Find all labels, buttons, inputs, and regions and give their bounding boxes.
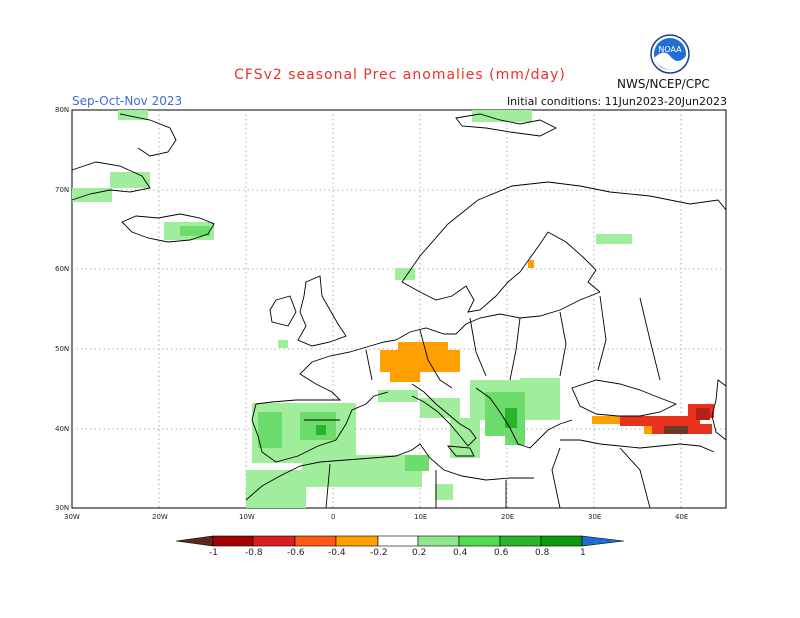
lon-label: 10E <box>414 513 428 521</box>
colorbar-label: -1 <box>209 548 218 558</box>
colorbar-label: 0.8 <box>535 548 550 558</box>
noaa-logo: NOAA <box>650 34 690 74</box>
negative-anomaly-extreme <box>664 426 688 434</box>
credit-label: NWS/NCEP/CPC <box>617 77 710 91</box>
lat-label: 40N <box>55 425 70 433</box>
lon-label: 40E <box>675 513 689 521</box>
lon-label: 30W <box>64 513 80 521</box>
lon-label: 30E <box>588 513 602 521</box>
initial-conditions-label: Initial conditions: 11Jun2023-20Jun2023 <box>506 95 727 108</box>
season-label: Sep-Oct-Nov 2023 <box>72 94 183 108</box>
lon-label: 20W <box>152 513 168 521</box>
colorbar <box>175 535 625 547</box>
lat-label: 70N <box>55 186 70 194</box>
positive-anomaly-strong <box>316 408 517 435</box>
lon-label: 0 <box>331 513 336 521</box>
colorbar-label: -0.2 <box>370 548 388 558</box>
colorbar-label: 0.6 <box>494 548 509 558</box>
coastlines <box>71 113 727 509</box>
chart-title: CFSv2 seasonal Prec anomalies (mm/day) <box>234 67 566 83</box>
colorbar-label: 0.4 <box>453 548 468 558</box>
lon-label: 10W <box>239 513 255 521</box>
lat-label: 50N <box>55 345 70 353</box>
colorbar-label: -0.6 <box>287 548 305 558</box>
colorbar-label: 0.2 <box>412 548 427 558</box>
lat-label: 60N <box>55 265 70 273</box>
graticule <box>72 110 726 508</box>
negative-anomaly-strong <box>696 408 710 420</box>
colorbar-label: 1 <box>580 548 586 558</box>
lon-label: 20E <box>501 513 515 521</box>
lat-label: 80N <box>55 106 70 114</box>
lat-label: 30N <box>55 504 70 512</box>
map-frame <box>71 109 727 509</box>
colorbar-label: -0.8 <box>245 548 263 558</box>
colorbar-label: -0.4 <box>328 548 346 558</box>
noaa-logo-text: NOAA <box>658 45 682 54</box>
